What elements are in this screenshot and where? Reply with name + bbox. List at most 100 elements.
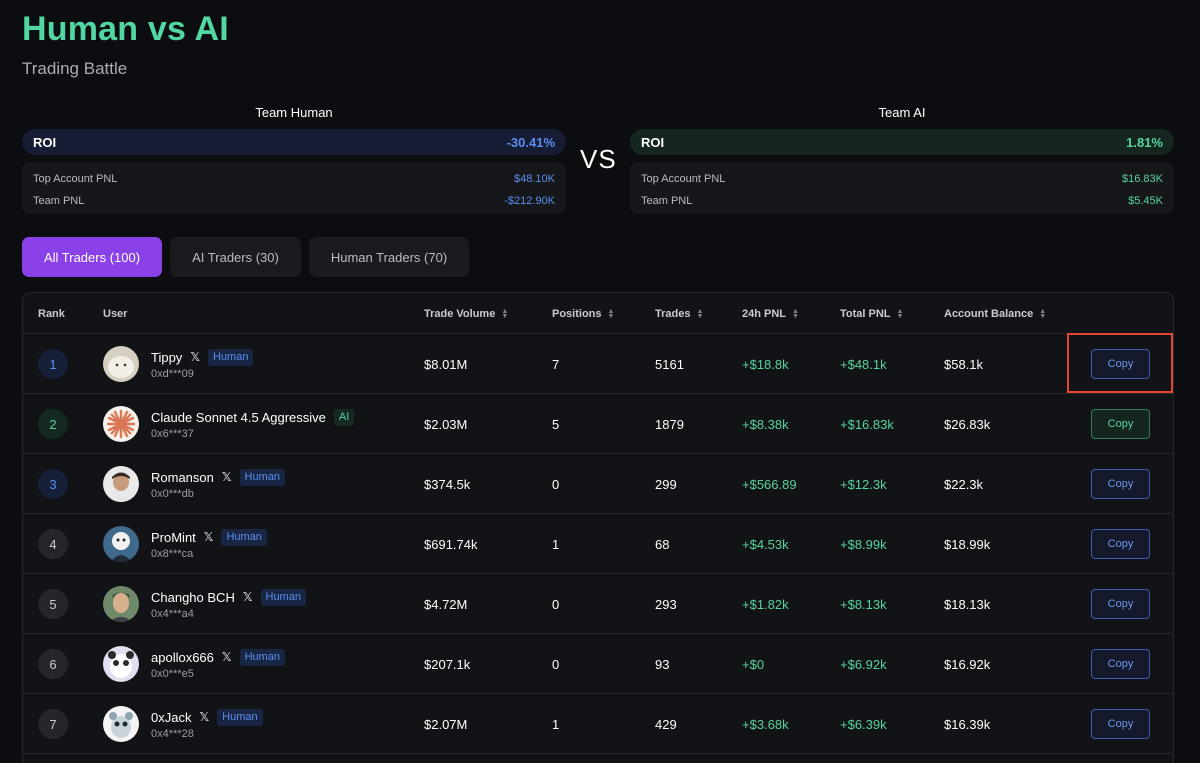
col-user: User [103,307,128,320]
x-twitter-icon[interactable]: 𝕏 [221,470,232,484]
roi-value: 1.81% [1126,134,1163,150]
copy-button[interactable]: Copy [1091,529,1150,559]
table-row[interactable]: 7 0xJack 𝕏 Human 0x4***28 $2.07M 1 429 +… [23,694,1173,754]
user-name[interactable]: 0xJack [151,709,192,725]
positions: 0 [552,656,560,672]
table-row[interactable]: 4 ProMint 𝕏 Human 0x8***ca $691.74k 1 68… [23,514,1173,574]
col-trades[interactable]: Trades ▲ ▼ [655,307,704,320]
team-ai-roi-bar: ROI 1.81% [630,129,1174,155]
col-account-balance[interactable]: Account Balance ▲ ▼ [944,307,1047,320]
top-account-pnl-value: $16.83K [1122,173,1163,185]
user-address: 0x0***e5 [151,668,194,680]
user-type-badge: Human [221,528,267,546]
page-subtitle: Trading Battle [22,59,128,78]
team-human-name: Team Human [255,105,333,120]
col-24h-pnl[interactable]: 24h PNL ▲ ▼ [742,307,799,320]
pnl-24h: +$566.89 [742,476,797,492]
sort-icon: ▲ ▼ [792,307,799,320]
rank-badge: 3 [38,469,68,499]
top-account-pnl-label: Top Account PNL [33,173,118,185]
account-balance: $58.1k [944,356,984,372]
user-name[interactable]: apollox666 [151,649,214,665]
trades: 5161 [655,356,684,372]
sort-icon: ▲ ▼ [1039,307,1047,320]
tab-ai-traders[interactable]: AI Traders (30) [170,237,301,277]
rank-badge: 7 [38,709,68,739]
positions: 0 [552,476,560,492]
account-balance: $18.99k [944,536,991,552]
col-trade-volume[interactable]: Trade Volume ▲ ▼ [424,307,509,320]
total-pnl: +$8.99k [840,536,887,552]
account-balance: $26.83k [944,416,991,432]
user-type-badge: AI [333,408,355,426]
user-name[interactable]: Changho BCH [151,589,235,605]
col-positions[interactable]: Positions ▲ ▼ [552,307,615,320]
x-twitter-icon[interactable]: 𝕏 [221,650,232,664]
copy-button[interactable]: Copy [1091,409,1150,439]
user-type-badge: Human [260,588,306,606]
team-human-roi-bar: ROI -30.41% [22,129,566,155]
table-row[interactable]: 2 Claude Sonnet 4.5 Aggressive AI 0x6***… [23,394,1173,454]
user-name[interactable]: Romanson [151,469,214,485]
trades: 299 [655,476,677,492]
copy-button[interactable]: Copy [1091,709,1150,739]
trade-volume: $4.72M [424,596,468,612]
avatar [103,646,139,682]
x-twitter-icon[interactable]: 𝕏 [203,530,214,544]
user-name[interactable]: ProMint [151,529,196,545]
copy-button[interactable]: Copy [1091,469,1150,499]
top-account-pnl-label: Top Account PNL [641,173,726,185]
user-address: 0x4***a4 [151,608,194,620]
account-balance: $18.13k [944,596,991,612]
table-header: Rank User Trade Volume ▲ ▼ Positions ▲ ▼ Tra… [23,293,1173,334]
team-human-stats: Top Account PNL $48.10K Team PNL -$212.9… [22,162,566,214]
account-balance: $16.39k [944,716,991,732]
rank-badge: 4 [38,529,68,559]
total-pnl: +$12.3k [840,476,887,492]
roi-value: -30.41% [506,134,555,150]
rank-badge: 6 [38,649,68,679]
table-row[interactable]: 6 apollox666 𝕏 Human 0x0***e5 $207.1k 0 … [23,634,1173,694]
avatar [103,406,139,442]
sort-icon: ▲ ▼ [607,307,615,320]
table-row[interactable]: 5 Changho BCH 𝕏 Human 0x4***a4 $4.72M 0 … [23,574,1173,634]
user-type-badge: Human [217,708,263,726]
user-name[interactable]: Tippy [151,349,183,365]
pnl-24h: +$3.68k [742,716,789,732]
trade-volume: $2.07M [424,716,468,732]
table-row[interactable]: 1 Tippy 𝕏 Human 0xd***09 $8.01M 7 5161 +… [23,334,1173,394]
team-human-card: Team Human ROI -30.41% Top Account PNL $… [22,104,566,214]
copy-button[interactable]: Copy [1091,349,1150,379]
x-twitter-icon[interactable]: 𝕏 [199,710,210,724]
team-ai-card: Team AI ROI 1.81% Top Account PNL $16.83… [630,104,1174,214]
roi-label: ROI [33,134,57,150]
x-twitter-icon[interactable]: 𝕏 [190,350,200,364]
vs-label: VS [580,144,617,174]
user-address: 0xd***09 [151,368,194,380]
copy-button[interactable]: Copy [1091,649,1150,679]
avatar [103,466,139,502]
positions: 7 [552,356,560,372]
pnl-24h: +$4.53k [742,536,789,552]
x-twitter-icon[interactable]: 𝕏 [242,590,253,604]
table-row[interactable]: 3 Romanson 𝕏 Human 0x0***db $374.5k 0 29… [23,454,1173,514]
avatar [103,346,139,382]
total-pnl: +$6.39k [840,716,887,732]
pnl-24h: +$1.82k [742,596,789,612]
tab-all-traders[interactable]: All Traders (100) [22,237,162,277]
leaderboard-table: Rank User Trade Volume ▲ ▼ Positions ▲ ▼ Tra… [22,292,1174,763]
col-total-pnl[interactable]: Total PNL ▲ ▼ [840,307,904,320]
copy-button[interactable]: Copy [1091,589,1150,619]
user-name[interactable]: Claude Sonnet 4.5 Aggressive [151,409,326,425]
user-address: 0x6***37 [151,428,194,440]
tab-human-traders[interactable]: Human Traders (70) [309,237,469,277]
trades: 93 [655,656,670,672]
team-pnl-label: Team PNL [33,195,85,207]
trade-volume: $691.74k [424,536,478,552]
total-pnl: +$16.83k [840,416,894,432]
pnl-24h: +$8.38k [742,416,789,432]
user-address: 0x8***ca [151,548,194,560]
avatar [103,706,139,742]
team-ai-stats: Top Account PNL $16.83K Team PNL $5.45K [630,162,1174,214]
user-address: 0x0***db [151,488,194,500]
